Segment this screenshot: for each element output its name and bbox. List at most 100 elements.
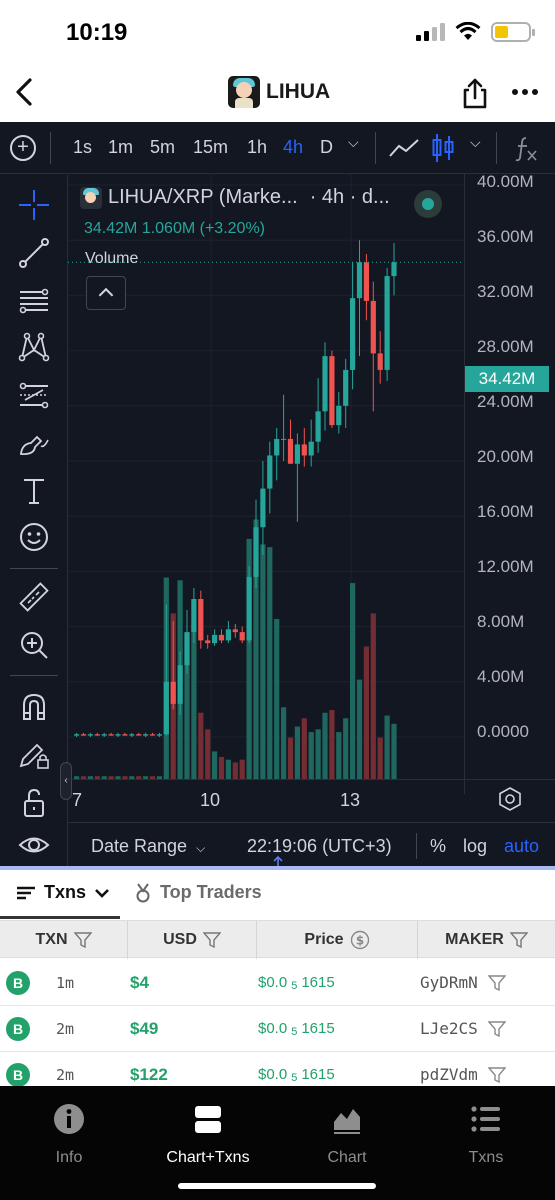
txn-usd: $122 <box>130 1065 168 1084</box>
token-logo <box>228 76 260 108</box>
price-chart[interactable] <box>68 174 464 779</box>
col-txn[interactable]: TXN <box>0 921 128 959</box>
smiley-icon <box>20 523 48 551</box>
trend-line-icon <box>19 238 49 268</box>
split-view-icon <box>195 1106 221 1133</box>
token-logo-small <box>80 186 102 209</box>
lock-drawings-tool[interactable] <box>14 735 54 775</box>
filter-icon[interactable] <box>488 1067 506 1083</box>
crosshair-tool[interactable] <box>14 185 54 225</box>
brush-tool[interactable] <box>14 423 54 463</box>
log-scale-toggle[interactable]: log <box>463 836 488 856</box>
back-arrow-icon[interactable] <box>6 70 46 114</box>
volume-bar <box>101 776 107 779</box>
more-options-icon[interactable] <box>508 78 542 106</box>
col-price[interactable]: Price $ <box>257 921 418 959</box>
candle-body <box>336 405 342 426</box>
volume-bar <box>356 679 363 779</box>
auto-scale-toggle[interactable]: auto <box>504 836 540 856</box>
legend-collapse-chevron-up-icon[interactable] <box>86 276 126 310</box>
txn-price: $0.0 5 1615 <box>258 1066 335 1084</box>
magnet-tool[interactable] <box>14 687 54 727</box>
volume-bar <box>198 712 204 779</box>
price-axis[interactable]: 40.00M 36.00M 32.00M 28.00M 24.00M 20.00… <box>464 172 555 794</box>
table-row[interactable]: B 1m $4 $0.0 5 1615 GyDRmN <box>0 960 555 1006</box>
indicators-fx-icon[interactable] <box>514 134 538 162</box>
add-indicator-button[interactable]: + <box>10 135 36 161</box>
volume-bar <box>377 737 383 779</box>
toolbar-collapse-button[interactable]: ‹ <box>60 762 72 800</box>
volume-bar <box>205 729 211 779</box>
nav-info[interactable]: Info <box>9 1102 129 1167</box>
active-tab-indicator <box>0 916 120 919</box>
tab-txns[interactable]: Txns <box>16 882 110 903</box>
divider <box>496 132 497 164</box>
volume-bar <box>315 729 321 779</box>
filter-icon[interactable] <box>488 1021 506 1037</box>
volume-bar <box>294 726 300 779</box>
nav-txns[interactable]: Txns <box>426 1102 546 1167</box>
fib-retracement-icon <box>19 288 49 314</box>
text-tool[interactable] <box>14 471 54 511</box>
nav-chart-txns[interactable]: Chart+Txns <box>148 1102 268 1167</box>
filter-icon <box>73 932 92 948</box>
pencil-lock-icon <box>19 743 49 769</box>
volume-bar <box>336 732 342 779</box>
reset-chart-icon[interactable] <box>497 786 523 812</box>
txn-maker[interactable]: GyDRmN <box>420 973 478 992</box>
timezone-clock[interactable]: 22:19:06 (UTC+3) <box>247 836 392 856</box>
token-title: LIHUA <box>228 76 330 108</box>
candle-body <box>122 734 128 736</box>
timeframe-4h[interactable]: 4h <box>283 137 304 157</box>
hide-drawings-tool[interactable] <box>14 827 54 867</box>
volume-bar <box>156 776 162 779</box>
table-row[interactable]: B 2m $49 $0.0 5 1615 LJe2CS <box>0 1006 555 1052</box>
txn-maker[interactable]: LJe2CS <box>420 1019 478 1038</box>
percent-scale-toggle[interactable]: % <box>430 836 447 856</box>
col-maker[interactable]: MAKER <box>418 921 555 959</box>
timeframe-d[interactable]: D <box>320 137 333 157</box>
timeframe-chevron-down-icon[interactable]: ⌵ <box>348 134 359 150</box>
panel-resize-bar[interactable] <box>0 866 555 870</box>
legend-symbol[interactable]: LIHUA/XRP (Marke... <box>108 186 298 208</box>
timeframe-1m[interactable]: 1m <box>108 137 134 157</box>
share-icon[interactable] <box>460 76 490 110</box>
timeframe-1h[interactable]: 1h <box>247 137 268 157</box>
volume-bar <box>391 723 397 779</box>
nav-chart[interactable]: Chart <box>287 1102 407 1167</box>
pattern-tool[interactable] <box>14 327 54 367</box>
timeframe-5m[interactable]: 5m <box>150 137 176 157</box>
txn-maker[interactable]: pdZVdm <box>420 1065 478 1084</box>
unlock-tool[interactable] <box>14 783 54 823</box>
candles-chart-type-icon[interactable] <box>432 132 454 164</box>
zoom-tool[interactable] <box>14 625 54 665</box>
forecast-tool[interactable] <box>14 375 54 415</box>
line-chart-type-icon[interactable] <box>388 134 420 162</box>
timeframe-15m[interactable]: 15m <box>193 137 229 157</box>
filter-icon[interactable] <box>488 975 506 991</box>
candle-body <box>143 734 149 736</box>
volume-bar <box>329 710 335 779</box>
chart-type-chevron-down-icon[interactable]: ⌵ <box>470 134 481 150</box>
wifi-icon <box>455 22 481 40</box>
measure-tool[interactable] <box>14 577 54 617</box>
chart-panel: + 1s 1m 5m 15m 1h 4h D ⌵ ⌵ <box>0 122 555 868</box>
candle-body <box>329 356 335 426</box>
candle-body <box>253 527 259 577</box>
col-usd[interactable]: USD <box>128 921 257 959</box>
tab-top-traders[interactable]: Top Traders <box>134 882 262 903</box>
volume-bar <box>122 776 128 779</box>
info-icon <box>54 1104 84 1134</box>
status-bar: 10:19 <box>0 0 555 64</box>
divider <box>375 132 376 164</box>
fib-retracement-tool[interactable] <box>14 281 54 321</box>
volume-bar <box>260 544 266 779</box>
date-range-button[interactable]: Date Range ⌵ <box>91 836 205 857</box>
unlock-icon <box>24 788 44 817</box>
candle-body <box>225 629 231 641</box>
trend-line-tool[interactable] <box>14 233 54 273</box>
timeframe-1s[interactable]: 1s <box>73 137 93 157</box>
time-axis[interactable]: 7 10 13 <box>68 779 555 819</box>
txn-age: 2m <box>56 1020 75 1038</box>
emoji-tool[interactable] <box>14 517 54 557</box>
